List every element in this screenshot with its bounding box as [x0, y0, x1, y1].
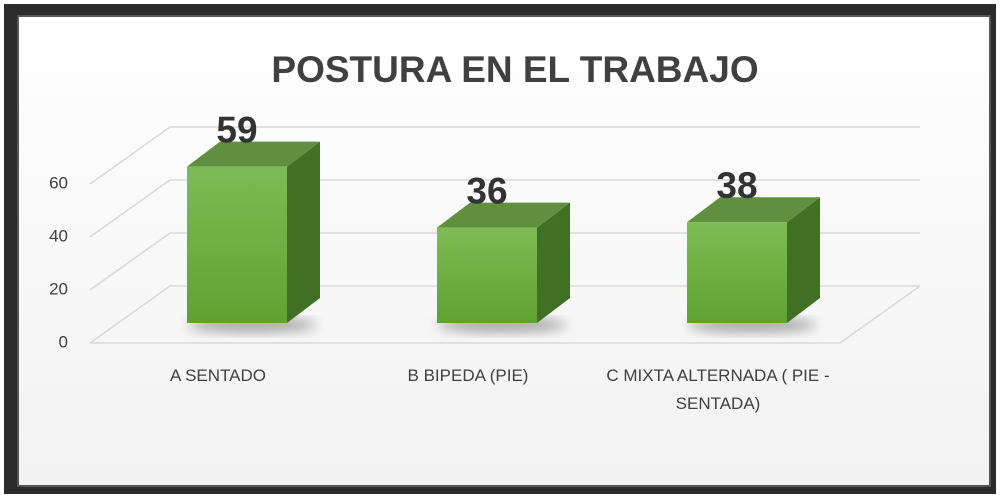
bar-top: [187, 141, 320, 167]
y-tick-label: 40: [49, 226, 68, 245]
bar: [437, 227, 537, 323]
bar-side: [787, 197, 820, 323]
y-tick-label: 60: [49, 173, 68, 192]
bar: [187, 166, 287, 323]
grid-line: [89, 126, 920, 185]
y-tick-label: 0: [59, 332, 68, 351]
data-label: 59: [216, 109, 257, 150]
bar-top: [687, 197, 820, 223]
data-label: 38: [716, 165, 757, 206]
chart-title: POSTURA EN EL TRABAJO: [271, 49, 758, 90]
data-label: 36: [466, 170, 507, 211]
bar-top: [437, 202, 570, 228]
x-tick-label: C MIXTA ALTERNADA ( PIE - SENTADA): [606, 366, 830, 413]
floor-right: [839, 285, 921, 344]
x-tick-label: A SENTADO: [169, 366, 267, 385]
grid-line: [89, 232, 920, 291]
grid-line: [89, 285, 920, 344]
y-tick-label: 20: [49, 279, 68, 298]
bar-side: [287, 141, 320, 323]
bar: [687, 222, 787, 323]
grid-line: [89, 179, 920, 238]
x-tick-label: B BIPEDA (PIE): [407, 366, 529, 385]
bar-side: [537, 202, 570, 323]
